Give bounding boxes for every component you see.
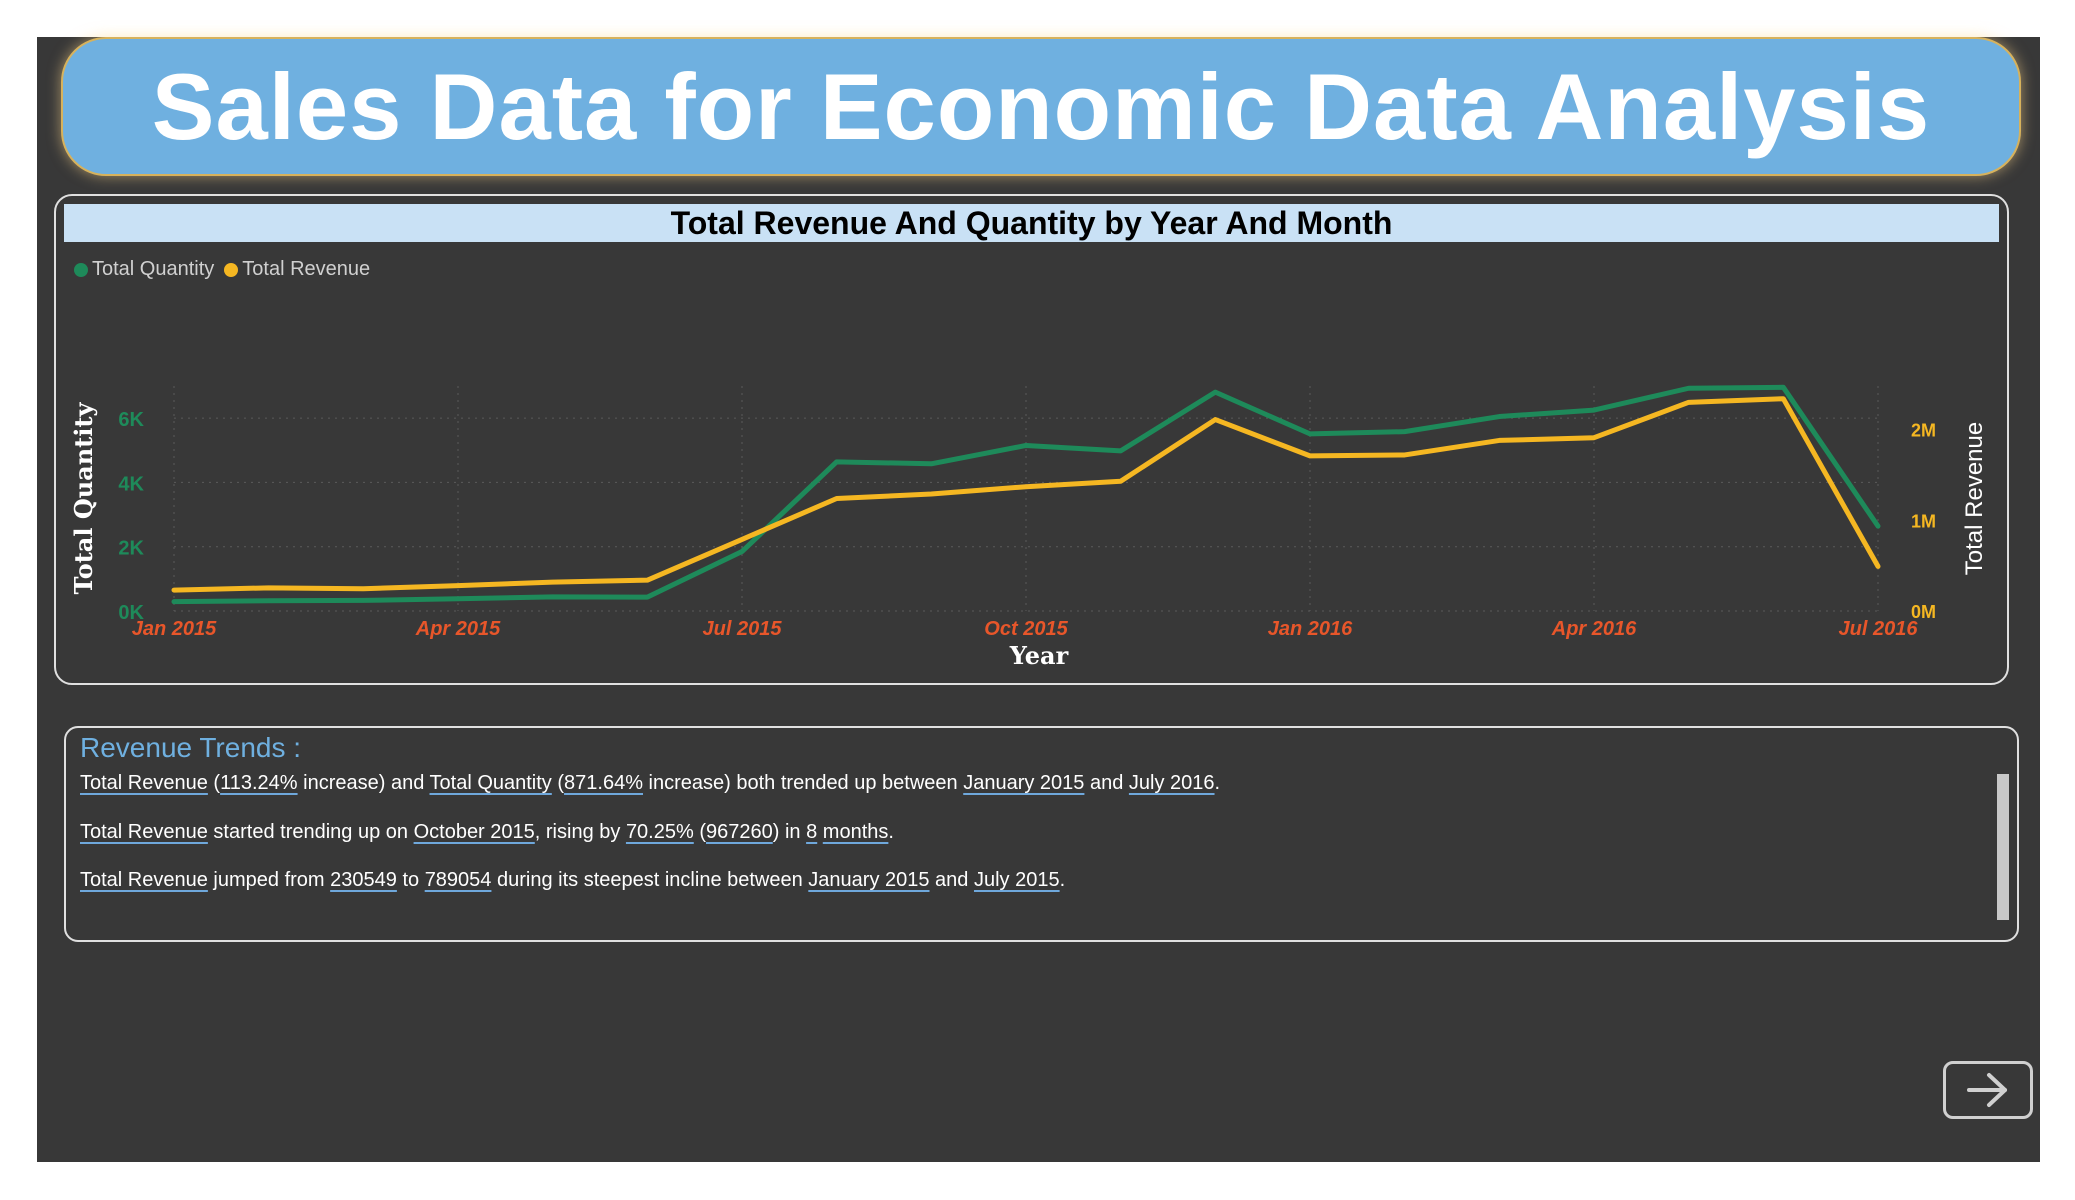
x-tick-label: Apr 2015 bbox=[415, 618, 501, 640]
insight-value-link[interactable]: 113.24% bbox=[220, 772, 298, 794]
insight-value-link[interactable]: Total Revenue bbox=[80, 772, 208, 794]
y-left-tick-label: 0K bbox=[118, 602, 144, 624]
series-line-total-revenue[interactable] bbox=[171, 396, 1881, 593]
insight-text: . bbox=[888, 821, 894, 843]
next-page-button[interactable] bbox=[1943, 1061, 2033, 1119]
insight-value-link[interactable]: Total Quantity bbox=[429, 772, 552, 794]
arrow-right-icon bbox=[1967, 1073, 2007, 1107]
insight-value-link[interactable]: July 2016 bbox=[1128, 772, 1215, 794]
insight-text: to bbox=[396, 869, 425, 891]
y-left-tick-label: 6K bbox=[118, 409, 144, 431]
insight-text: ) in bbox=[772, 821, 807, 843]
x-axis-title: Year bbox=[1009, 641, 1069, 670]
insight-text: ( bbox=[551, 772, 565, 794]
legend-item-total-revenue[interactable]: Total Revenue bbox=[224, 258, 370, 281]
insight-text: jumped from bbox=[207, 869, 331, 891]
insight-value-link[interactable]: Total Revenue bbox=[80, 821, 208, 843]
insight-value-link[interactable]: July 2015 bbox=[973, 869, 1060, 891]
legend-item-total-quantity[interactable]: Total Quantity bbox=[74, 258, 214, 281]
insight-text: . bbox=[1214, 772, 1221, 794]
y-right-tick-label: 2M bbox=[1911, 421, 1936, 441]
chart-title: Total Revenue And Quantity by Year And M… bbox=[64, 204, 1999, 242]
dashboard-canvas: Sales Data for Economic Data Analysis To… bbox=[37, 37, 2040, 1162]
insight-text: and bbox=[1084, 772, 1129, 794]
revenue-trends-card: Revenue Trends : Total Revenue (113.24% … bbox=[64, 726, 2019, 942]
page-title: Sales Data for Economic Data Analysis bbox=[61, 37, 2021, 176]
insight-scrollbar[interactable] bbox=[1997, 774, 2009, 920]
insight-text: , rising by bbox=[534, 821, 626, 843]
revenue-quantity-chart-card: Total Revenue And Quantity by Year And M… bbox=[54, 194, 2009, 685]
insight-text: increase) and bbox=[297, 772, 430, 794]
insight-value-link[interactable]: months bbox=[822, 821, 889, 843]
y-right-tick-label: 1M bbox=[1911, 511, 1936, 531]
insight-value-link[interactable]: 967260 bbox=[706, 821, 773, 843]
insight-value-link[interactable]: 70.25% bbox=[625, 821, 694, 843]
line-chart[interactable]: 0K 2K 4K 6K Jan 2015 Apr 2015 Jul 2015 Oct 2015… bbox=[56, 196, 2007, 683]
insight-heading: Revenue Trends : bbox=[80, 732, 302, 763]
insight-text: . bbox=[1059, 869, 1066, 891]
insight-line: Total Revenue (113.24% increase) and Tot… bbox=[80, 772, 1220, 795]
legend-dot-icon bbox=[224, 262, 239, 277]
series-line-total-quantity[interactable] bbox=[171, 384, 1881, 605]
y-left-axis-title: Total Quantity bbox=[69, 402, 98, 595]
x-tick-label: Jan 2015 bbox=[132, 618, 217, 640]
legend-dot-icon bbox=[74, 262, 88, 277]
y-right-tick-label: 0M bbox=[1911, 602, 1936, 622]
legend-label: Total Quantity bbox=[92, 258, 215, 280]
legend-label: Total Revenue bbox=[242, 258, 371, 280]
x-tick-label: Apr 2016 bbox=[1551, 618, 1637, 640]
insight-value-link[interactable]: Total Revenue bbox=[80, 869, 208, 891]
x-tick-label: Jan 2016 bbox=[1268, 618, 1353, 640]
x-tick-label: Jul 2016 bbox=[1839, 618, 1919, 640]
insight-text: started trending up on bbox=[207, 821, 414, 843]
insight-value-link[interactable]: 8 bbox=[806, 821, 818, 843]
insight-text: increase) both trended up between bbox=[643, 772, 964, 794]
insight-line: Total Revenue jumped from 230549 to 7890… bbox=[80, 869, 1065, 892]
chart-legend: Total Quantity Total Revenue bbox=[74, 258, 370, 281]
y-left-tick-label: 2K bbox=[118, 538, 144, 560]
y-left-tick-label: 4K bbox=[118, 473, 144, 495]
insight-text: ( bbox=[693, 821, 706, 843]
insight-line: Total Revenue started trending up on Oct… bbox=[80, 821, 894, 844]
insight-text: ( bbox=[207, 772, 221, 794]
insight-value-link[interactable]: October 2015 bbox=[413, 821, 535, 843]
insight-value-link[interactable]: 230549 bbox=[330, 869, 397, 891]
y-right-axis-title: Total Revenue bbox=[1961, 422, 1988, 575]
x-tick-label: Jul 2015 bbox=[703, 618, 783, 640]
insight-value-link[interactable]: 789054 bbox=[424, 869, 492, 891]
insight-text: and bbox=[929, 869, 974, 891]
insight-value-link[interactable]: January 2015 bbox=[963, 772, 1085, 794]
insight-value-link[interactable]: January 2015 bbox=[808, 869, 930, 891]
x-tick-label: Oct 2015 bbox=[984, 618, 1068, 640]
insight-text: during its steepest incline between bbox=[491, 869, 809, 891]
insight-value-link[interactable]: 871.64% bbox=[564, 772, 643, 794]
